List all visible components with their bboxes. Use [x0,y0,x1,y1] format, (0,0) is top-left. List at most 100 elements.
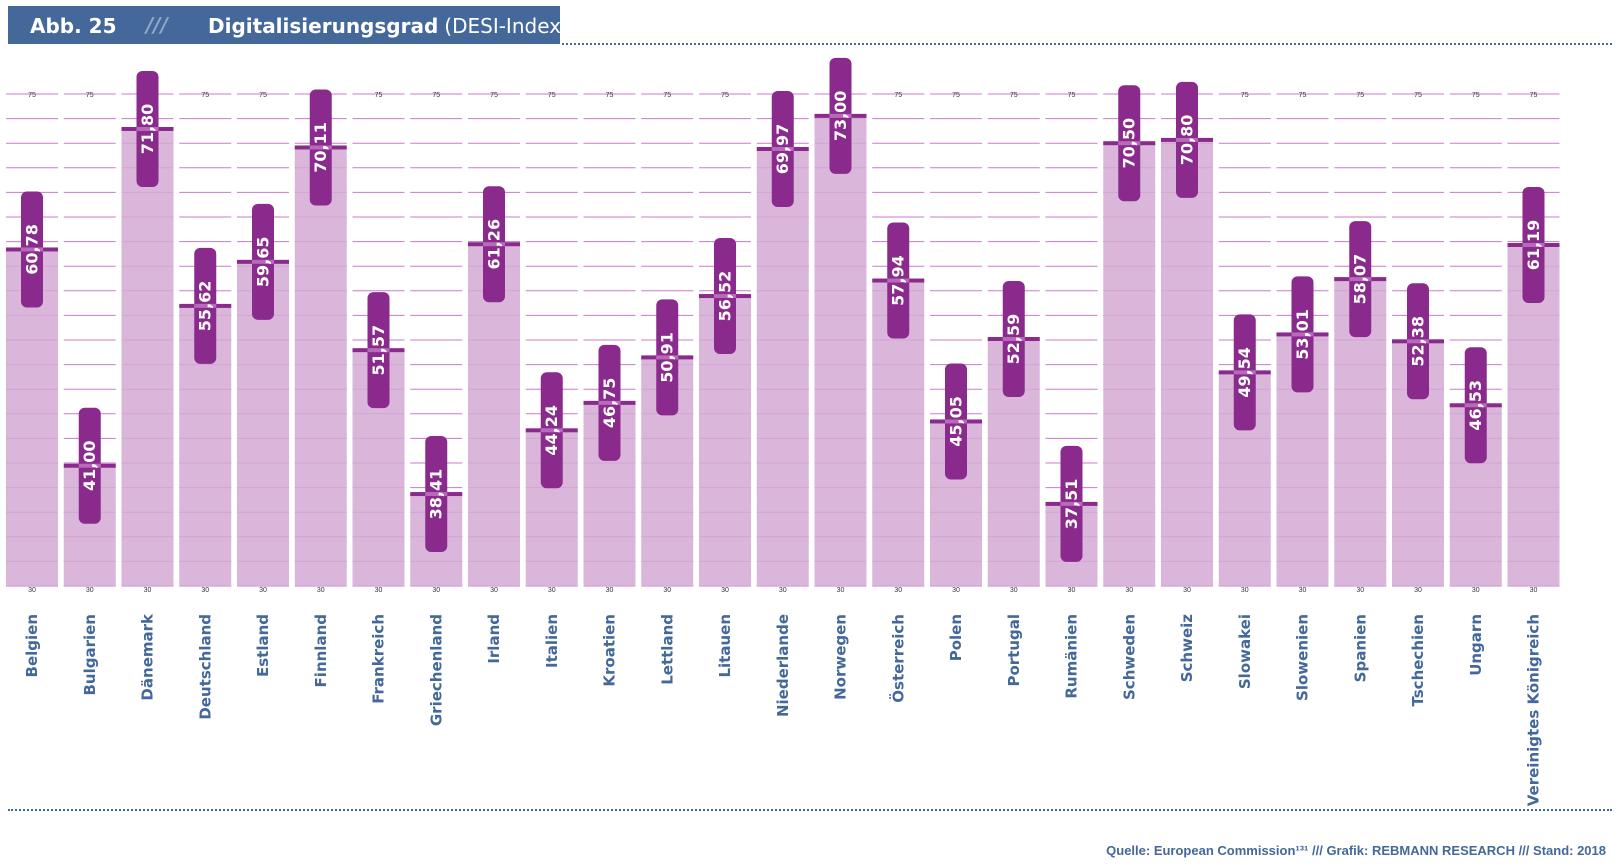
bar [1161,139,1213,587]
category-label: Slowakei [1236,614,1254,689]
data-label: 55,62 [196,281,215,332]
value-box-tick [1060,501,1083,506]
value-box-tick [1407,339,1429,344]
footer-divider [8,809,1612,811]
tick-label-bottom: 30 [779,587,787,594]
data-label: 60,78 [23,224,42,275]
tick-label-top: 75 [1299,92,1307,99]
category-label: Schweden [1120,614,1138,700]
data-label: 52,59 [1004,314,1023,365]
value-box-tick [367,348,390,353]
tick-label-bottom: 30 [1472,587,1480,594]
category-label: Vereinigtes Königreich [1525,614,1543,806]
tick-label-bottom: 30 [375,587,383,594]
value-box-tick [1002,337,1025,342]
data-label: 50,91 [658,332,677,383]
value-box-tick [309,145,332,150]
category-label: Tschechien [1409,614,1427,706]
tick-label-top: 75 [606,92,614,99]
bar [1103,143,1156,586]
data-label: 61,19 [1524,220,1543,271]
tick-label-top: 75 [1241,92,1249,99]
category-label: Österreich [888,614,907,703]
category-label: Kroatien [601,614,619,687]
bar [121,128,174,586]
value-box-tick [1464,403,1487,408]
value-box-tick [252,259,274,264]
tick-label-top: 75 [1530,92,1538,99]
tick-label-bottom: 30 [894,587,902,594]
chart-subtitle: (DESI-Index) [444,14,569,38]
tick-label-bottom: 30 [1241,587,1249,594]
category-label: Portugal [1005,614,1023,687]
value-box-tick [656,355,679,360]
data-label: 37,51 [1062,479,1081,530]
category-label: Estland [254,614,272,677]
category-label: Polen [947,614,965,661]
data-label: 38,41 [427,469,446,520]
tick-label-bottom: 30 [606,587,614,594]
title-wrap: Digitalisierungsgrad (DESI-Index) [208,14,569,38]
value-box-tick [714,294,736,299]
data-label: 59,65 [254,237,273,288]
tick-label-top: 75 [259,92,267,99]
category-label: Irland [485,614,503,664]
category-label: Lettland [658,614,676,685]
value-box-tick [598,400,621,405]
value-box-tick [21,247,43,252]
value-box-tick [540,428,563,433]
bar [294,147,347,587]
data-label: 46,53 [1466,380,1485,431]
data-label: 70,50 [1120,118,1139,169]
category-label: Bulgarien [81,614,99,696]
tick-label-bottom: 30 [1530,587,1538,594]
tick-label-top: 75 [432,92,440,99]
header-slashes: /// [146,13,168,37]
header-divider [562,43,1612,45]
tick-label-top: 75 [201,92,209,99]
tick-label-top: 75 [894,92,902,99]
tick-label-top: 75 [375,92,383,99]
data-label: 70,80 [1178,115,1197,166]
value-box-tick [945,419,967,424]
tick-label-bottom: 30 [721,587,729,594]
category-label: Niederlande [774,614,792,717]
data-label: 41,00 [80,440,99,491]
category-label: Spanien [1351,614,1369,682]
data-label: 44,24 [542,405,561,456]
tick-label-bottom: 30 [1068,587,1076,594]
value-box-tick [1291,332,1314,337]
tick-label-bottom: 30 [432,587,440,594]
bar-chart: 75 30 60,78 Belgien 75 30 41,00 Bulgarien 75 30 71… [6,57,1560,806]
tick-label-bottom: 30 [952,587,960,594]
tick-label-bottom: 30 [490,587,498,594]
tick-label-bottom: 30 [548,587,556,594]
data-label: 51,57 [369,325,388,376]
tick-label-bottom: 30 [663,587,671,594]
tick-label-top: 75 [721,92,729,99]
tick-label-bottom: 30 [86,587,94,594]
figure-header: Abb. 25 /// Digitalisierungsgrad (DESI-In… [8,6,569,44]
tick-label-top: 75 [548,92,556,99]
tick-label-bottom: 30 [837,587,845,594]
data-label: 61,26 [485,219,504,270]
chart-title: Digitalisierungsgrad [208,14,439,38]
tick-label-bottom: 30 [259,587,267,594]
category-label: Finnland [312,614,330,687]
tick-label-bottom: 30 [28,587,36,594]
tick-label-bottom: 30 [1356,587,1364,594]
value-box-tick [78,463,101,468]
category-label: Italien [543,614,561,668]
data-label: 56,52 [716,271,735,322]
data-label: 70,11 [311,122,330,173]
tick-label-top: 75 [1472,92,1480,99]
category-label: Deutschland [196,614,214,720]
data-label: 45,05 [947,396,966,447]
tick-label-bottom: 30 [1183,587,1191,594]
source-note: Quelle: European Commission¹³¹ /// Grafi… [1106,843,1606,858]
tick-label-top: 75 [1414,92,1422,99]
bar [814,115,867,586]
data-label: 73,00 [831,91,850,142]
tick-label-bottom: 30 [1010,587,1018,594]
category-label: Norwegen [832,614,850,700]
